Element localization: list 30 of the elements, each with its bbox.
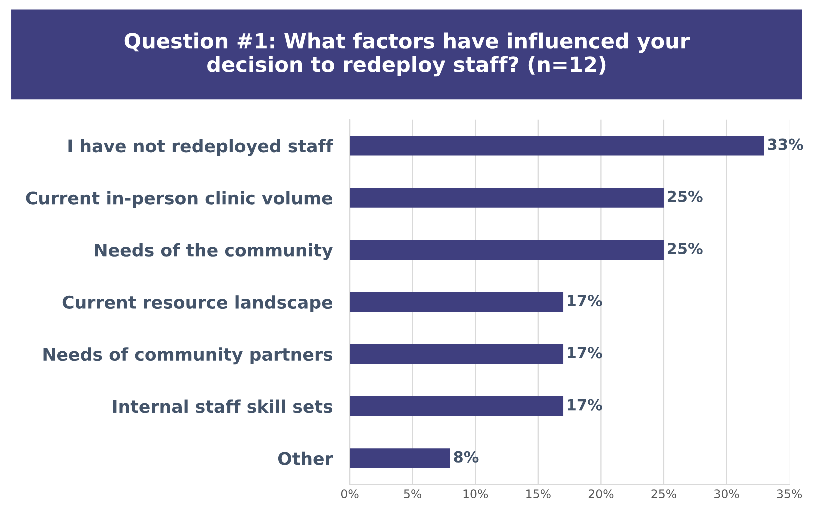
bar [350, 448, 450, 468]
data-label: 25% [668, 242, 703, 255]
bar [350, 240, 664, 260]
bar [350, 344, 564, 364]
y-tick-label: Needs of the community [95, 243, 334, 260]
x-tick-label: 15% [526, 490, 551, 499]
x-tick-label: 20% [588, 490, 614, 499]
y-tick-label: Internal staff skill sets [113, 400, 333, 414]
x-tick-label: 5% [404, 490, 422, 499]
bar [350, 136, 764, 156]
x-tick-label: 35% [777, 490, 802, 499]
x-tick-label: 30% [714, 490, 740, 499]
bar [350, 396, 564, 416]
x-tick-label: 0% [341, 490, 359, 499]
data-label: 17% [568, 347, 602, 359]
y-tick-label: Needs of community partners [44, 348, 333, 365]
y-tick-label: I have not redeployed staff [68, 139, 334, 156]
data-label: 33% [768, 138, 804, 150]
y-tick-label: Other [278, 452, 334, 466]
data-label: 25% [668, 190, 703, 202]
x-tick-label: 25% [652, 490, 676, 499]
chart-title: Question #1: What factors have influenced your decision to redeploy staff? (n=12) [124, 32, 690, 77]
bar [350, 188, 664, 208]
y-tick-label: Current resource landscape [62, 296, 333, 312]
x-tick-label: 10% [464, 490, 488, 499]
data-label: 8% [454, 451, 479, 463]
bar [350, 292, 564, 312]
data-label: 17% [568, 399, 602, 411]
y-tick-label: Current in-person clinic volume [26, 191, 333, 208]
data-label: 17% [568, 295, 602, 307]
